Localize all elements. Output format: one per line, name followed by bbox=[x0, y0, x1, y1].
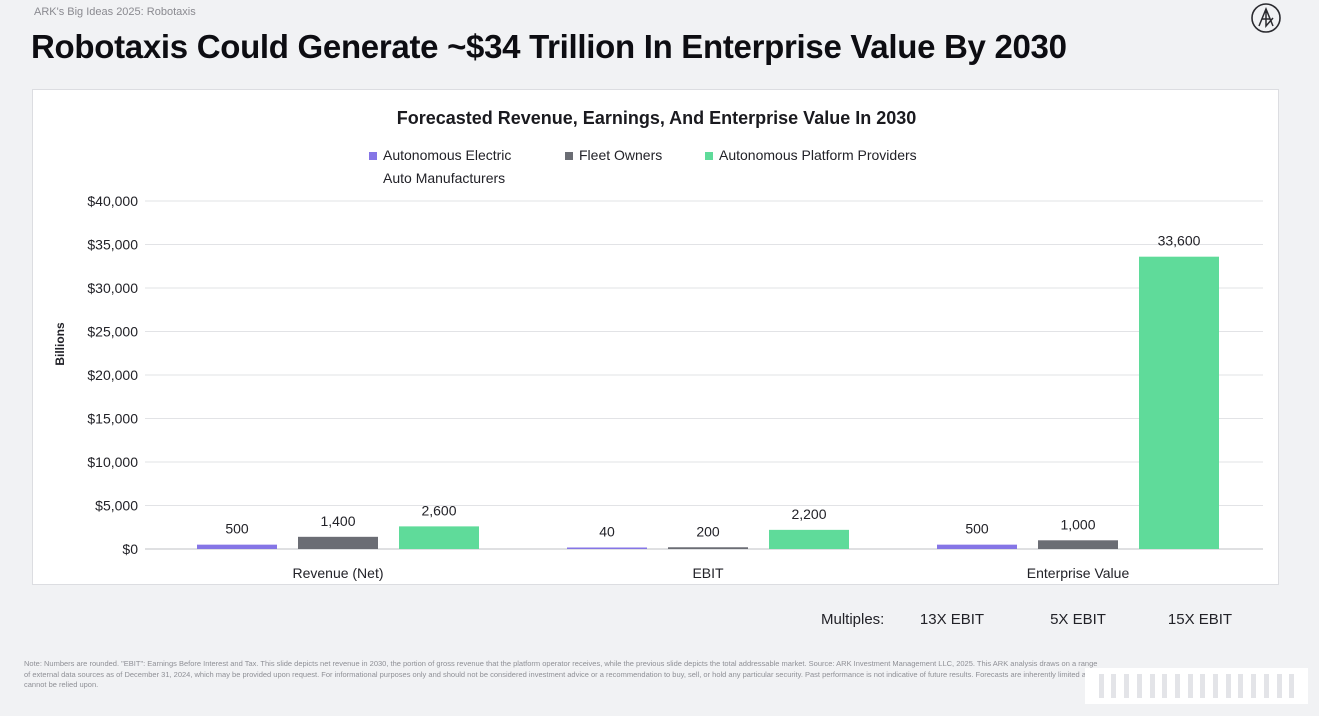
bar-chart: $0 $5,000 $10,000 $15,000 $20,000 $25,000 $30,… bbox=[53, 193, 1263, 581]
y-tick-label: $0 bbox=[122, 541, 138, 557]
data-label: 500 bbox=[225, 521, 249, 537]
bar-manufacturers-3 bbox=[937, 544, 1017, 549]
y-tick-label: $5,000 bbox=[95, 498, 138, 514]
legend-item-fleet-owners: Fleet Owners bbox=[565, 147, 662, 167]
bar-providers-3 bbox=[1139, 256, 1219, 549]
bar-manufacturers-1 bbox=[197, 544, 277, 549]
x-category-label: EBIT bbox=[692, 565, 724, 581]
bar-owners-2 bbox=[668, 547, 748, 549]
chart-frame: Forecasted Revenue, Earnings, And Enterp… bbox=[32, 89, 1279, 585]
y-tick-label: $35,000 bbox=[87, 237, 138, 253]
multiple-revenue: 13X EBIT bbox=[919, 611, 985, 628]
data-label: 1,000 bbox=[1060, 516, 1095, 532]
data-label: 33,600 bbox=[1158, 233, 1201, 249]
legend-label-manufacturers: Autonomous Electric Auto Manufacturers bbox=[383, 147, 512, 186]
slide-kicker: ARK's Big Ideas 2025: Robotaxis bbox=[34, 6, 196, 18]
ark-logo-icon bbox=[1251, 3, 1281, 33]
footnote: Note: Numbers are rounded. "EBIT": Earni… bbox=[24, 659, 1098, 689]
multiples-label: Multiples: bbox=[821, 611, 885, 628]
y-tick-label: $40,000 bbox=[87, 193, 138, 209]
multiple-enterprise-value: 15X EBIT bbox=[1167, 611, 1233, 628]
legend-item-platform-providers: Autonomous Platform Providers bbox=[705, 147, 917, 167]
bar-manufacturers-2 bbox=[567, 547, 647, 549]
y-tick-label: $15,000 bbox=[87, 411, 138, 427]
footer-strip bbox=[1085, 668, 1308, 704]
bar-providers-1 bbox=[399, 526, 479, 549]
data-label: 200 bbox=[696, 523, 720, 539]
data-label: 2,600 bbox=[421, 502, 456, 518]
page-title: Robotaxis Could Generate ~$34 Trillion I… bbox=[31, 28, 1067, 65]
bar-owners-1 bbox=[298, 536, 378, 549]
chart-title: Forecasted Revenue, Earnings, And Enterp… bbox=[396, 108, 917, 128]
legend-item-manufacturers: Autonomous Electric Auto Manufacturers bbox=[369, 147, 539, 190]
y-tick-label: $10,000 bbox=[87, 454, 138, 470]
y-axis-label: Billions bbox=[53, 322, 67, 366]
data-label: 2,200 bbox=[791, 506, 826, 522]
legend-label-fleet-owners: Fleet Owners bbox=[579, 147, 663, 163]
legend-label-platform-providers: Autonomous Platform Providers bbox=[719, 147, 917, 163]
bar-providers-2 bbox=[769, 529, 849, 549]
legend-swatch-fleet-owners bbox=[565, 152, 573, 160]
legend-swatch-manufacturers bbox=[369, 152, 377, 160]
data-label: 1,400 bbox=[320, 513, 355, 529]
y-tick-label: $25,000 bbox=[87, 324, 138, 340]
multiple-ebit: 5X EBIT bbox=[1050, 611, 1106, 628]
y-tick-label: $20,000 bbox=[87, 367, 138, 383]
x-category-label: Enterprise Value bbox=[1027, 565, 1130, 581]
legend-swatch-platform-providers bbox=[705, 152, 713, 160]
data-label: 500 bbox=[965, 521, 989, 537]
x-category-label: Revenue (Net) bbox=[292, 565, 383, 581]
y-tick-label: $30,000 bbox=[87, 280, 138, 296]
bar-owners-3 bbox=[1038, 540, 1118, 549]
data-label: 40 bbox=[599, 524, 615, 540]
